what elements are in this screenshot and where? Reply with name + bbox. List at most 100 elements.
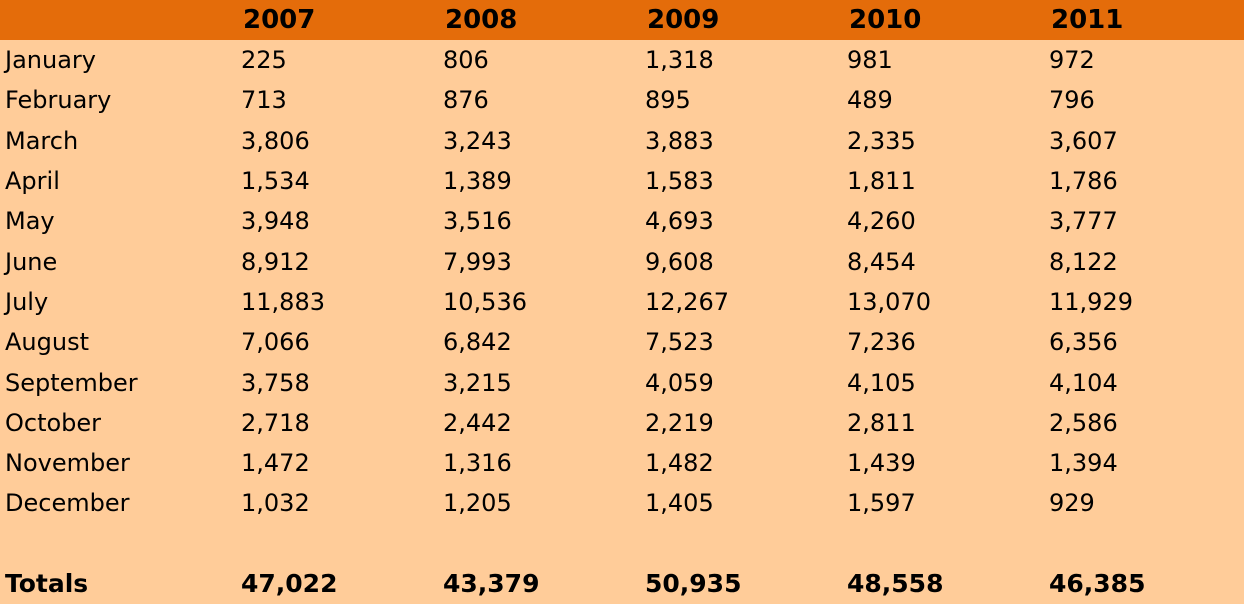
month-label: January (5, 46, 96, 75)
table-cell: 1,534 (241, 167, 310, 196)
table-cell: 7,993 (443, 247, 512, 276)
table-cell: 972 (1049, 46, 1095, 75)
header-cell-2009: 2009 (647, 5, 720, 35)
header-cell-month (0, 0, 241, 40)
table-cell: 713 (241, 86, 287, 115)
table-cell: 1,318 (645, 46, 714, 75)
table-cell: 11,883 (241, 287, 325, 316)
table-cell: 2,586 (1049, 408, 1118, 437)
table-cell: 1,205 (443, 489, 512, 518)
total-cell-2009: 50,935 (645, 568, 742, 598)
table-cell: 1,786 (1049, 167, 1118, 196)
table-row: May 3,948 3,516 4,693 4,260 3,777 (0, 201, 1244, 241)
table-cell: 7,236 (847, 328, 916, 357)
table-cell: 3,758 (241, 368, 310, 397)
table-cell: 11,929 (1049, 287, 1133, 316)
table-cell: 6,356 (1049, 328, 1118, 357)
month-label: April (5, 167, 60, 196)
table-cell: 1,597 (847, 489, 916, 518)
table-cell: 10,536 (443, 287, 527, 316)
table-cell: 796 (1049, 86, 1095, 115)
total-cell-2007: 47,022 (241, 568, 338, 598)
table-cell: 1,811 (847, 167, 916, 196)
total-cell-2008: 43,379 (443, 568, 540, 598)
month-label: June (5, 247, 58, 276)
table-cell: 1,316 (443, 449, 512, 478)
table-row: August 7,066 6,842 7,523 7,236 6,356 (0, 322, 1244, 362)
header-cell-2007: 2007 (243, 5, 316, 35)
table-cell: 4,059 (645, 368, 714, 397)
table-cell: 929 (1049, 489, 1095, 518)
month-label: July (5, 287, 49, 316)
table-cell: 1,583 (645, 167, 714, 196)
table-cell: 2,811 (847, 408, 916, 437)
table-cell: 9,608 (645, 247, 714, 276)
month-label: May (5, 207, 55, 236)
header-cell-2011: 2011 (1051, 5, 1124, 35)
table-cell: 489 (847, 86, 893, 115)
month-label: February (5, 86, 112, 115)
table-cell: 4,105 (847, 368, 916, 397)
table-cell: 3,777 (1049, 207, 1118, 236)
header-cell-2008: 2008 (445, 5, 518, 35)
spacer-row (0, 524, 1244, 564)
table-cell: 806 (443, 46, 489, 75)
table-cell: 1,405 (645, 489, 714, 518)
month-label: October (5, 408, 102, 437)
table-cell: 3,948 (241, 207, 310, 236)
table-row: September 3,758 3,215 4,059 4,105 4,104 (0, 362, 1244, 402)
month-label: September (5, 368, 138, 397)
table-cell: 3,883 (645, 126, 714, 155)
table-cell: 1,472 (241, 449, 310, 478)
table-cell: 12,267 (645, 287, 729, 316)
total-cell-2011: 46,385 (1049, 568, 1146, 598)
table-cell: 4,693 (645, 207, 714, 236)
table-row: March 3,806 3,243 3,883 2,335 3,607 (0, 121, 1244, 161)
table-cell: 1,482 (645, 449, 714, 478)
table-cell: 13,070 (847, 287, 931, 316)
table-row: June 8,912 7,993 9,608 8,454 8,122 (0, 241, 1244, 281)
table-row: December 1,032 1,205 1,405 1,597 929 (0, 483, 1244, 523)
table-cell: 981 (847, 46, 893, 75)
table-cell: 4,260 (847, 207, 916, 236)
month-label: November (5, 449, 130, 478)
total-cell-2010: 48,558 (847, 568, 944, 598)
table-header-row: 2007 2008 2009 2010 2011 (0, 0, 1244, 40)
table-cell: 4,104 (1049, 368, 1118, 397)
table-cell: 2,219 (645, 408, 714, 437)
table-cell: 7,066 (241, 328, 310, 357)
table-cell: 8,454 (847, 247, 916, 276)
table-cell: 3,516 (443, 207, 512, 236)
table-row: November 1,472 1,316 1,482 1,439 1,394 (0, 443, 1244, 483)
table-cell: 8,122 (1049, 247, 1118, 276)
table-cell: 895 (645, 86, 691, 115)
header-cell-2010: 2010 (849, 5, 922, 35)
totals-row: Totals 47,022 43,379 50,935 48,558 46,38… (0, 564, 1244, 604)
month-label: March (5, 126, 79, 155)
spacer-cell (0, 524, 1244, 564)
table-cell: 2,718 (241, 408, 310, 437)
table-row: October 2,718 2,442 2,219 2,811 2,586 (0, 403, 1244, 443)
table-cell: 6,842 (443, 328, 512, 357)
table-cell: 1,389 (443, 167, 512, 196)
table-cell: 3,607 (1049, 126, 1118, 155)
table-cell: 3,215 (443, 368, 512, 397)
table-cell: 225 (241, 46, 287, 75)
table-cell: 2,335 (847, 126, 916, 155)
table-cell: 3,806 (241, 126, 310, 155)
table-cell: 2,442 (443, 408, 512, 437)
table-cell: 876 (443, 86, 489, 115)
totals-label: Totals (5, 568, 89, 598)
table-cell: 3,243 (443, 126, 512, 155)
table-row: April 1,534 1,389 1,583 1,811 1,786 (0, 161, 1244, 201)
month-label: August (5, 328, 89, 357)
table-cell: 1,394 (1049, 449, 1118, 478)
month-label: December (5, 489, 130, 518)
table-cell: 7,523 (645, 328, 714, 357)
table-cell: 1,032 (241, 489, 310, 518)
table-cell: 1,439 (847, 449, 916, 478)
table-row: January 225 806 1,318 981 972 (0, 40, 1244, 80)
table-row: July 11,883 10,536 12,267 13,070 11,929 (0, 282, 1244, 322)
